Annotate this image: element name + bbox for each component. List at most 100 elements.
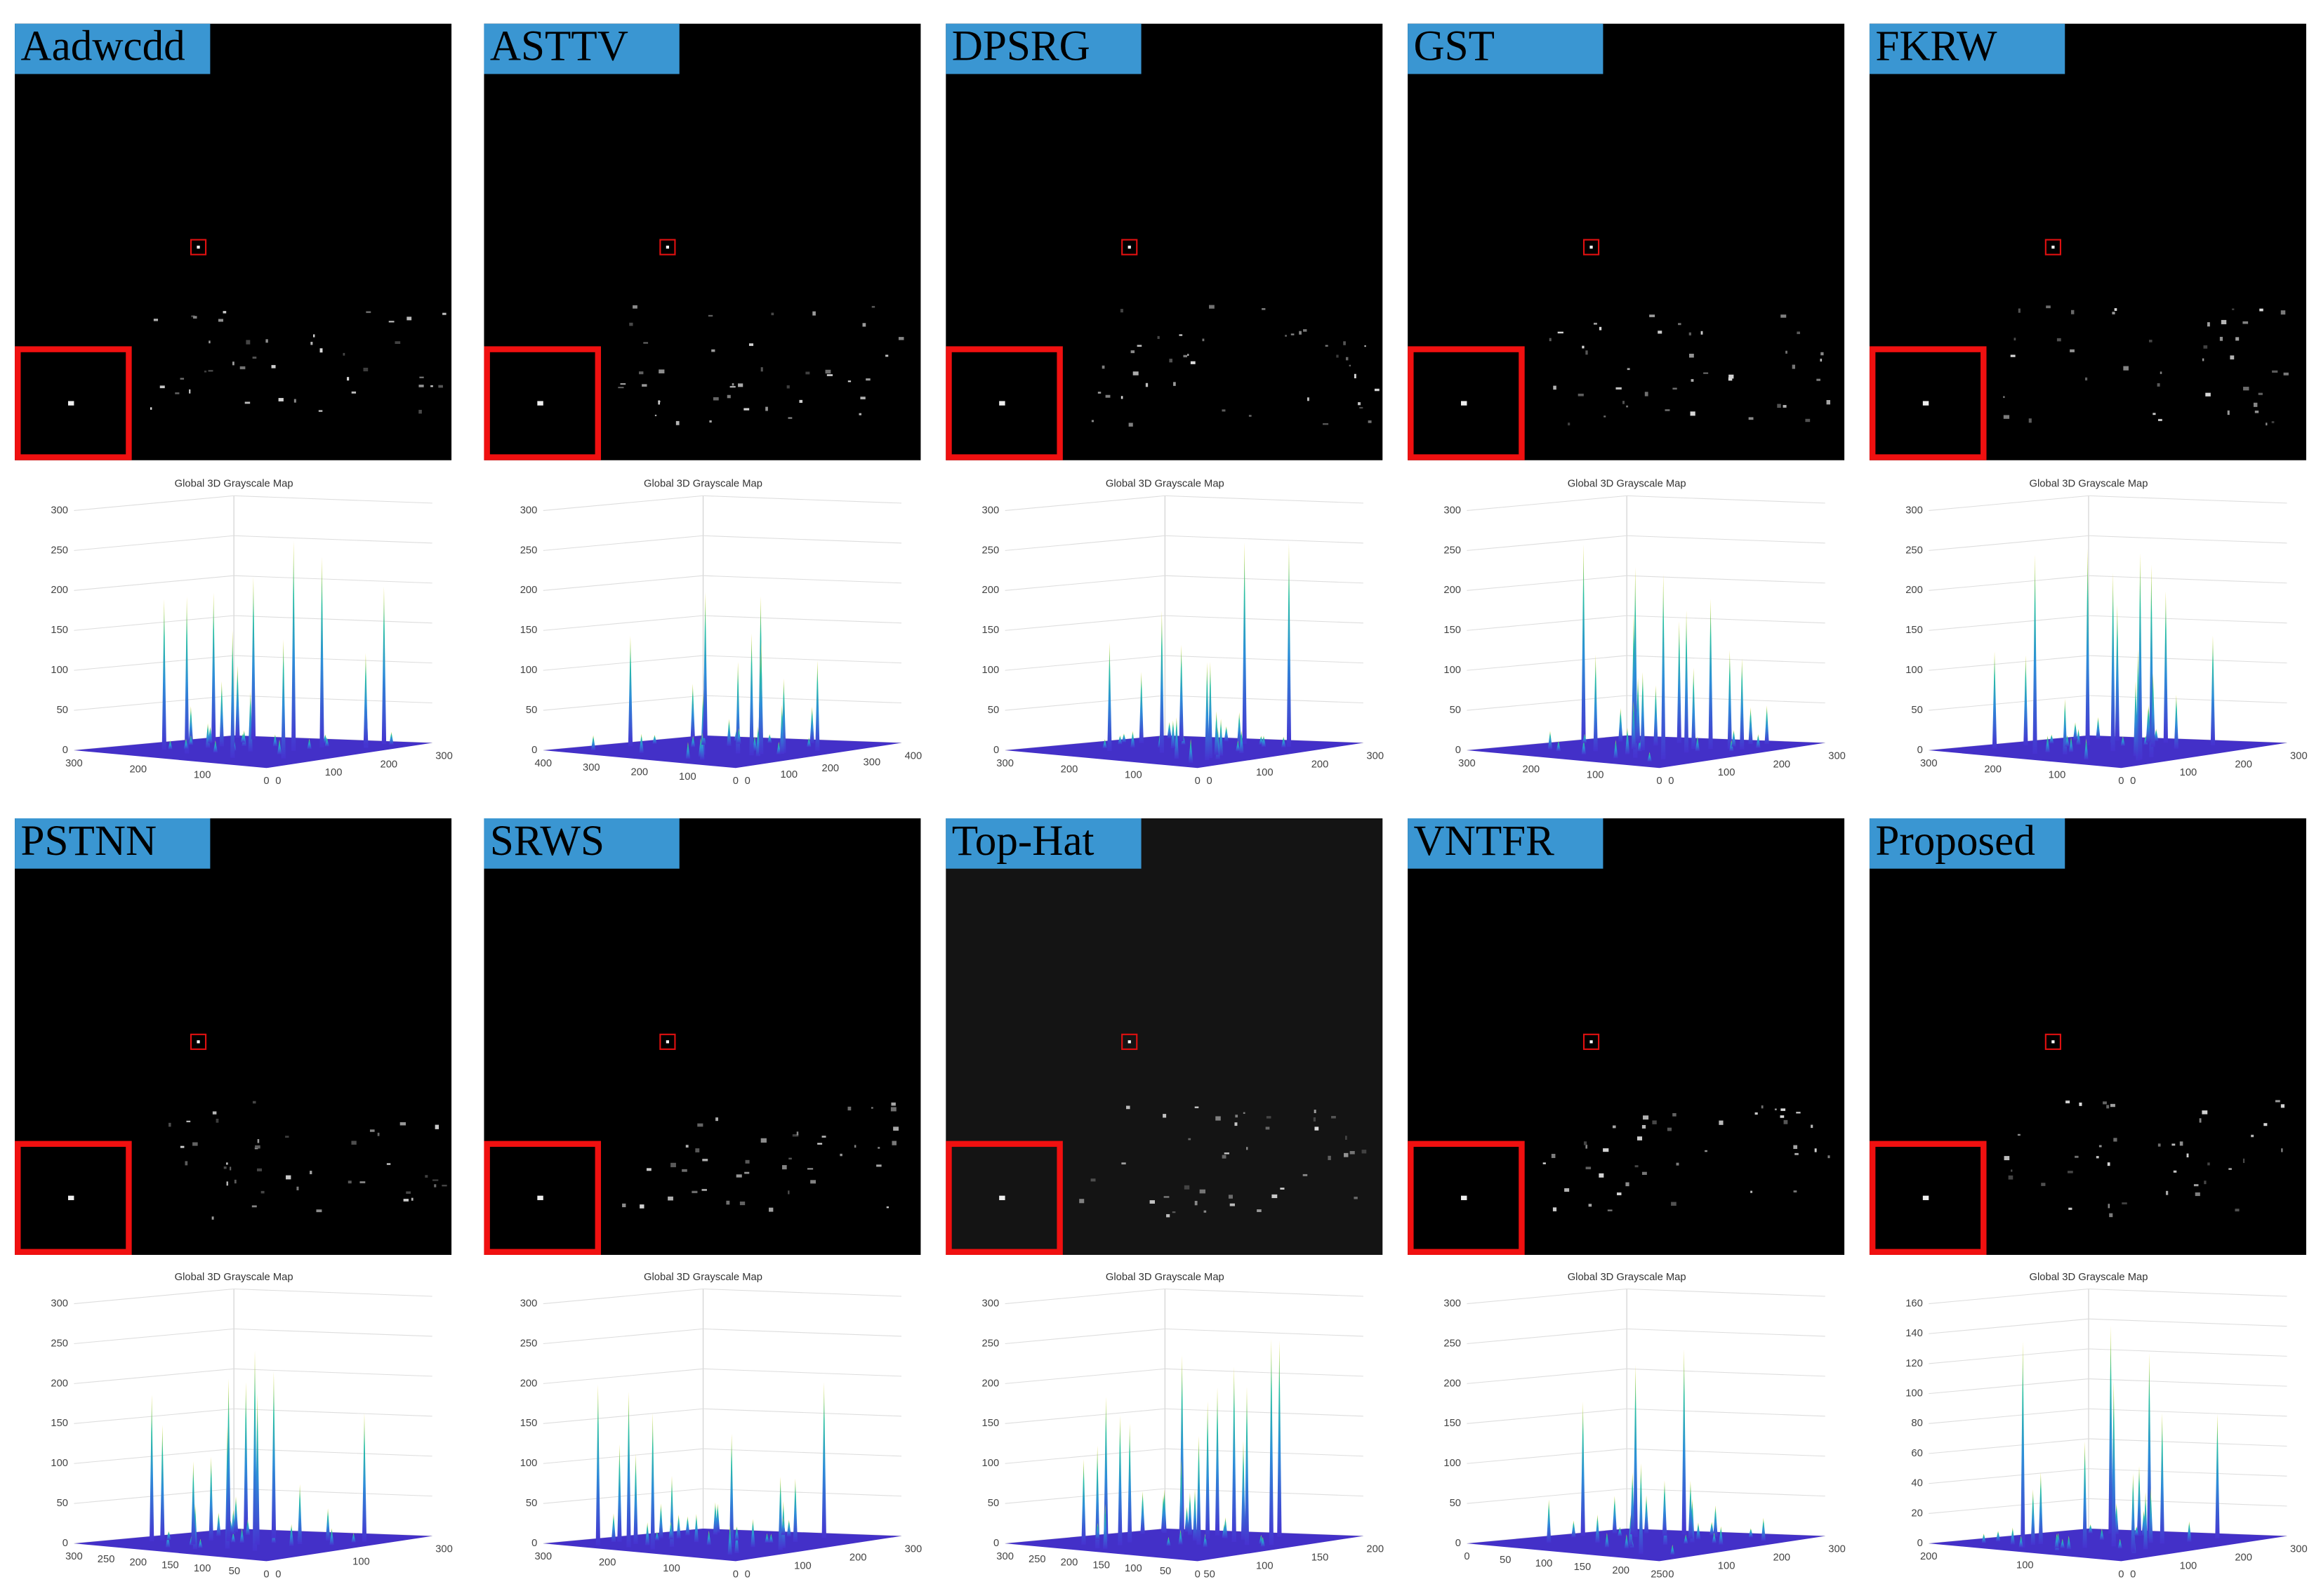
y-tick-label: 100 [794,1560,812,1571]
clutter-dot [1097,392,1102,394]
clutter-dot [419,376,424,378]
y-tick-label: 200 [380,759,397,770]
clutter-dot [786,385,790,389]
clutter-dot [807,1168,814,1170]
surface-spike [769,1534,774,1543]
surface-spike [1179,1458,1184,1537]
clutter-dot [1780,314,1787,318]
clutter-dot [886,1206,889,1209]
clutter-dot [386,1163,391,1165]
surface-spike [1162,1489,1167,1533]
x-tick-label: 0 [263,776,269,787]
target-box [1582,1033,1600,1050]
clutter-dot [316,1209,322,1213]
clutter-dot [1302,1173,1308,1176]
clutter-dot [1194,1106,1199,1108]
surface-spike [329,1528,334,1545]
clutter-dot [1552,1207,1557,1211]
grid-line [1467,655,1627,671]
surface-spike [2174,694,2179,749]
target-box [190,239,207,255]
clutter-dot [1792,364,1796,369]
clutter-dot [866,378,871,381]
surface-spike [208,726,213,743]
clutter-dot [2112,312,2115,314]
clutter-dot [2056,338,2061,342]
surface-spike [1188,738,1193,762]
clutter-dot [1615,387,1622,390]
clutter-dot [812,311,816,316]
zoom-inset [15,1141,132,1255]
surface-spike [1684,610,1689,753]
surface-spike [1661,574,1666,759]
plot-title: Global 3D Grayscale Map [2030,479,2148,490]
surface-spike [307,738,312,750]
method-label: DPSRG [952,23,1090,70]
surface-spike [1241,1441,1246,1540]
grid-line [1005,655,1165,671]
y-tick-label: 300 [435,1543,453,1555]
clutter-dot [180,1145,185,1148]
clutter-dot [246,340,251,345]
y-tick-label: 0 [1668,776,1674,787]
clutter-dot [438,385,443,388]
clutter-dot [2228,1168,2232,1170]
surface-spike [2085,548,2090,745]
clutter-dot [193,316,197,319]
clutter-dot [890,1107,897,1112]
y-tick-label: 100 [1256,1560,1274,1571]
z-tick-label: 250 [520,1338,538,1349]
clutter-dot [1796,1112,1801,1114]
clutter-dot [1285,335,1287,337]
clutter-dot [2008,1175,2013,1180]
z-tick-label: 150 [1443,625,1461,636]
clutter-dot [1128,423,1133,427]
surface-spike [251,577,256,740]
surface-spike [1140,1491,1145,1534]
y-tick-label: 100 [352,1556,370,1567]
clutter-dot [319,348,323,353]
surface-spike [1178,1529,1183,1545]
clutter-dot [2207,322,2210,327]
grid-line [1467,1328,1627,1345]
y-tick-label: 0 [275,776,281,787]
clutter-dot [1794,1152,1799,1155]
clutter-dot [1568,423,1571,426]
surface-spike [2054,1534,2059,1548]
surface-spike [2210,635,2216,745]
clutter-dot [2195,1192,2200,1197]
surface-spike [2117,1538,2122,1549]
z-tick-label: 200 [982,585,1000,596]
y-tick-label: 100 [2180,767,2197,778]
clutter-dot [1257,1209,1262,1212]
x-tick-label: 200 [599,1557,616,1568]
grid-line [1467,695,1627,711]
z-tick-label: 0 [1455,745,1461,756]
clutter-dot [732,383,734,386]
surface-spike [668,1522,673,1540]
surface-spike [2065,735,2070,747]
surface-spike [2163,591,2169,743]
z-tick-label: 100 [51,665,68,676]
clutter-dot [1667,1127,1672,1131]
clutter-dot [629,322,633,326]
clutter-dot [1314,1110,1316,1113]
clutter-dot [1705,1150,1707,1152]
grid-line [1929,655,2089,671]
clutter-dot [363,367,369,372]
clutter-dot [1783,405,1787,408]
y-tick-label: 0 [745,1569,750,1580]
z-tick-label: 100 [520,1458,538,1469]
grid-line [2088,1378,2287,1387]
clutter-dot [788,1157,792,1159]
z-tick-label: 250 [982,545,1000,556]
grid-line [543,655,703,671]
clutter-dot [1644,392,1648,397]
grid-line [703,535,902,544]
clutter-dot [633,305,637,309]
surface-spike [1081,1458,1086,1545]
surface-spike [685,742,691,759]
surface-spike [216,1512,221,1536]
grid-line [1165,575,1363,584]
surface-spike [1208,661,1213,759]
